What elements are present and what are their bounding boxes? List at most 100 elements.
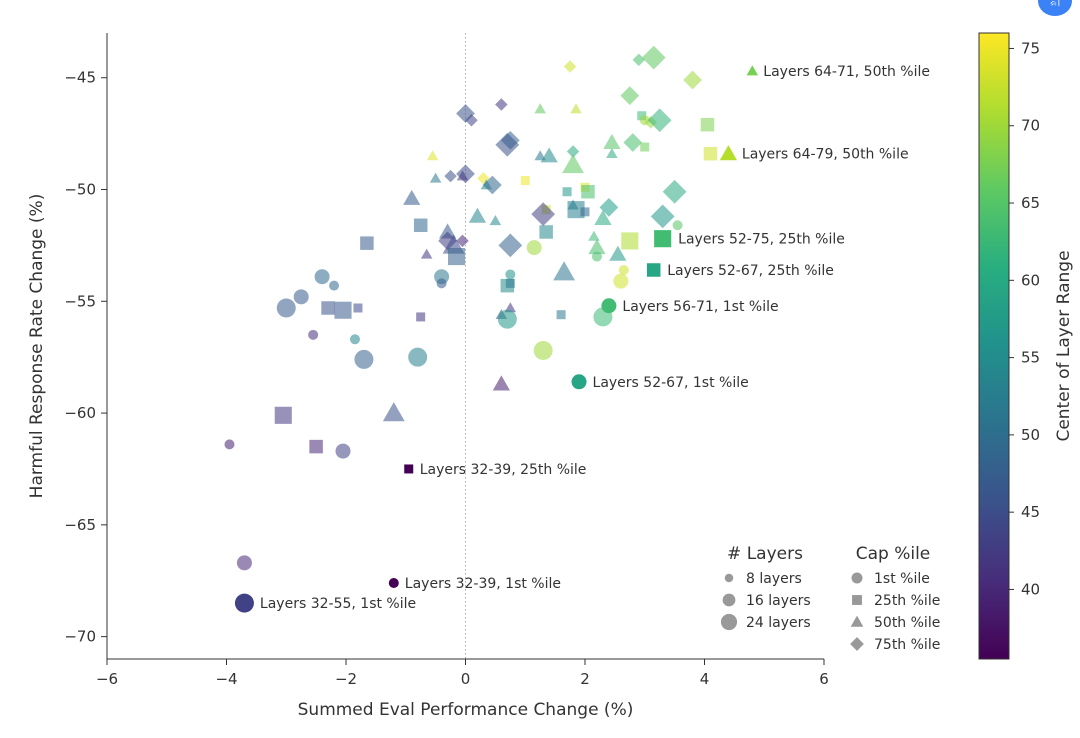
data-point bbox=[662, 179, 687, 204]
colorbar-tick-label: 45 bbox=[1021, 503, 1040, 521]
data-point bbox=[447, 248, 466, 266]
data-point bbox=[588, 230, 600, 241]
data-point bbox=[429, 172, 442, 183]
legend-shape-marker bbox=[850, 615, 864, 627]
x-tick-label: 2 bbox=[580, 670, 590, 688]
legend-layers-title: # Layers bbox=[727, 544, 803, 564]
data-point bbox=[505, 278, 515, 288]
x-axis-label: Summed Eval Performance Change (%) bbox=[298, 700, 634, 720]
data-point bbox=[556, 310, 566, 320]
data-point bbox=[408, 347, 428, 367]
data-point bbox=[520, 176, 530, 186]
data-point bbox=[403, 189, 421, 205]
y-tick-label: −60 bbox=[64, 404, 96, 422]
data-point bbox=[580, 207, 590, 217]
data-point bbox=[456, 170, 469, 181]
highlighted-point bbox=[601, 298, 617, 314]
legend-layers-label: 16 layers bbox=[746, 593, 811, 609]
highlighted-point bbox=[746, 65, 759, 76]
data-point bbox=[562, 187, 572, 197]
badge-text: ᨑᩤ bbox=[1049, 0, 1061, 9]
colorbar-label: Center of Layer Range bbox=[1054, 250, 1074, 441]
colorbar-tick-label: 55 bbox=[1021, 349, 1040, 367]
data-point bbox=[599, 198, 619, 217]
data-point bbox=[632, 53, 646, 67]
y-tick-label: −45 bbox=[64, 69, 96, 87]
x-tick-label: −2 bbox=[335, 670, 357, 688]
point-annotation: Layers 52-67, 25th %ile bbox=[667, 263, 834, 279]
legend-cap-label: 1st %ile bbox=[874, 571, 930, 587]
data-point bbox=[703, 146, 718, 161]
data-point bbox=[456, 164, 475, 184]
data-point bbox=[567, 201, 585, 219]
highlighted-point bbox=[404, 464, 414, 474]
data-point bbox=[563, 60, 577, 73]
data-point bbox=[308, 329, 319, 340]
data-point bbox=[497, 309, 517, 329]
data-point bbox=[620, 86, 640, 105]
data-point bbox=[438, 223, 457, 239]
data-point bbox=[570, 103, 582, 114]
y-tick-label: −55 bbox=[64, 292, 96, 310]
legend-size-marker bbox=[720, 613, 738, 631]
data-point bbox=[329, 280, 340, 291]
data-point bbox=[553, 261, 576, 281]
legend-cap-label: 75th %ile bbox=[874, 637, 940, 653]
point-annotation: Layers 64-79, 50th %ile bbox=[742, 147, 909, 163]
point-annotation: Layers 56-71, 1st %ile bbox=[622, 299, 778, 315]
data-point bbox=[456, 234, 469, 248]
y-axis-label: Harmful Response Rate Change (%) bbox=[27, 194, 47, 499]
data-point bbox=[621, 232, 639, 250]
data-point bbox=[539, 225, 553, 239]
data-point bbox=[603, 133, 621, 150]
data-point bbox=[637, 111, 647, 121]
data-point bbox=[489, 215, 502, 226]
point-annotation: Layers 32-55, 1st %ile bbox=[260, 596, 416, 612]
data-point bbox=[276, 298, 296, 318]
highlighted-point bbox=[571, 374, 587, 390]
data-point bbox=[581, 184, 595, 199]
data-point bbox=[224, 439, 235, 450]
data-point bbox=[562, 153, 584, 174]
colorbar-tick-label: 65 bbox=[1021, 194, 1040, 212]
data-point bbox=[533, 340, 553, 360]
data-point bbox=[672, 220, 683, 231]
legend-cap-label: 25th %ile bbox=[874, 593, 940, 609]
data-point bbox=[566, 145, 580, 158]
plot-area: Layers 64-71, 50th %ile Layers 64-79, 50t… bbox=[224, 33, 930, 659]
data-point bbox=[420, 248, 433, 259]
highlighted-point bbox=[388, 577, 399, 588]
translate-badge-icon[interactable]: ᨑᩤ bbox=[1038, 0, 1072, 16]
y-tick-label: −70 bbox=[64, 628, 96, 646]
legend-shape-marker bbox=[850, 637, 864, 651]
data-point bbox=[640, 142, 650, 152]
data-point bbox=[534, 103, 546, 114]
data-point bbox=[623, 133, 643, 152]
data-point bbox=[609, 245, 627, 261]
legend-size-marker bbox=[724, 573, 734, 583]
legend-cap-title: Cap %ile bbox=[856, 544, 931, 564]
x-tick-label: −6 bbox=[96, 670, 118, 688]
data-point bbox=[444, 169, 457, 183]
colorbar-tick-label: 40 bbox=[1021, 580, 1040, 598]
data-point bbox=[591, 251, 602, 262]
axes: −6 −4 −2 0 2 4 6 −45 −50 −55 −60 −65 −70 Summed Eval … bbox=[27, 33, 829, 720]
data-point bbox=[360, 236, 374, 250]
data-point bbox=[468, 207, 487, 223]
legend-cap-label: 50th %ile bbox=[874, 615, 940, 631]
colorbar: 40 45 50 55 60 65 70 75 Center of Layer Range bbox=[978, 32, 1074, 660]
data-point bbox=[495, 98, 508, 111]
data-point bbox=[314, 269, 330, 285]
data-point bbox=[606, 147, 618, 159]
data-point bbox=[700, 117, 715, 132]
data-point bbox=[436, 278, 447, 289]
y-tick-label: −65 bbox=[64, 516, 96, 534]
data-point bbox=[492, 375, 510, 391]
legend-shape-marker bbox=[851, 572, 863, 584]
data-point bbox=[526, 240, 542, 256]
x-tick-label: 6 bbox=[819, 670, 829, 688]
data-point bbox=[413, 218, 428, 233]
legend-layers-label: 24 layers bbox=[746, 615, 811, 631]
colorbar-tick-label: 70 bbox=[1021, 117, 1040, 135]
colorbar-tick-label: 50 bbox=[1021, 426, 1040, 444]
